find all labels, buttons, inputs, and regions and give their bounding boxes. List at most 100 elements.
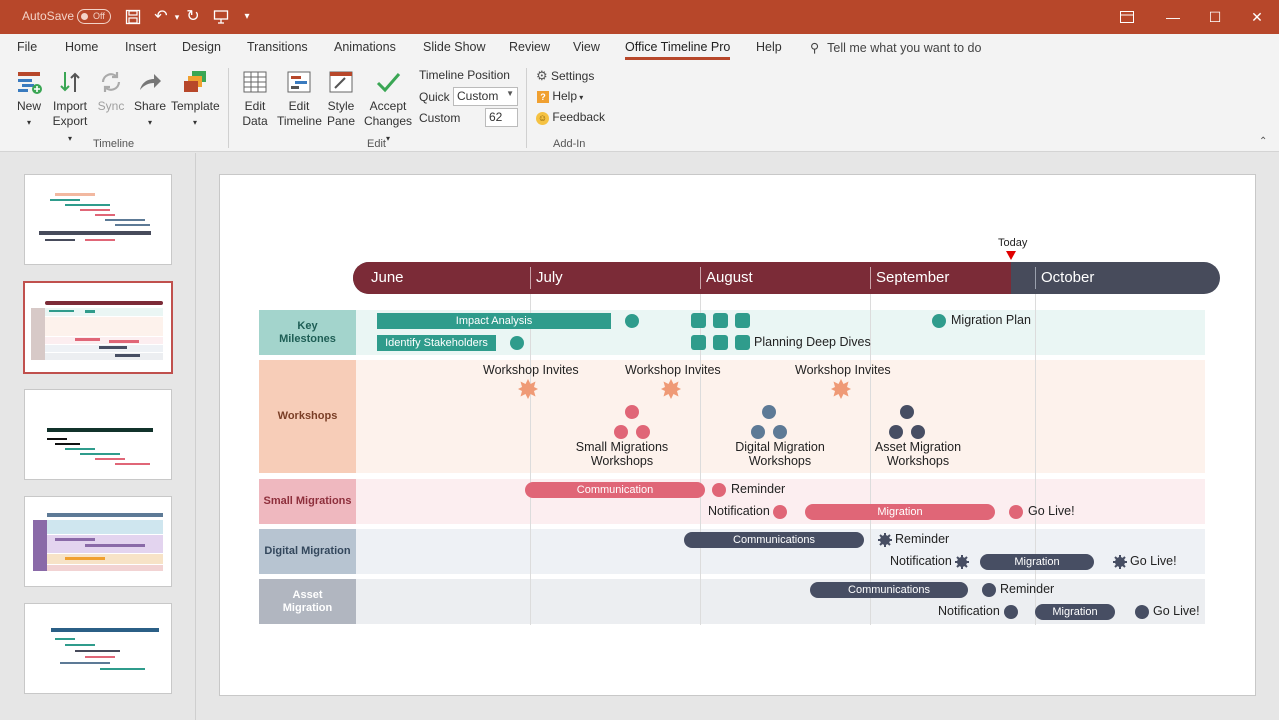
row-header-asset-migration[interactable]: Asset Migration [259,579,356,624]
tell-me-search[interactable]: ⚲ Tell me what you want to do [810,40,981,55]
row-header-key-milestones[interactable]: Key Milestones [259,310,356,355]
today-label: Today [998,237,1028,249]
tell-me-label: Tell me what you want to do [827,41,982,55]
tab-office-timeline-pro[interactable]: Office Timeline Pro [625,40,731,60]
feedback-button[interactable]: ☺ Feedback [536,110,605,125]
import-export-button[interactable]: Import Export ▾ [50,68,90,146]
help-button[interactable]: ? Help ▾ [537,89,583,103]
milestone-square[interactable] [691,313,706,328]
milestone-square[interactable] [691,335,706,350]
task-bar-migration[interactable]: Migration [980,554,1094,570]
milestone-square[interactable] [713,335,728,350]
tab-file[interactable]: File [17,40,38,54]
slide-thumbnail[interactable] [24,389,172,480]
milestone-circle[interactable] [625,314,639,328]
edit-timeline-button[interactable]: Edit Timeline [277,68,322,129]
workshop-dot[interactable] [751,425,765,439]
workshop-dot[interactable] [625,405,639,419]
quick-label: Quick [419,90,450,104]
minimize-icon[interactable]: — [1166,9,1180,25]
undo-dropdown-icon[interactable]: ▾ [174,12,180,22]
milestone-circle[interactable] [712,483,726,497]
row-header-line: Digital Migration [264,545,351,557]
sync-button[interactable]: Sync [95,68,127,114]
new-button[interactable]: New ▾ [12,68,46,130]
tab-design[interactable]: Design [182,40,221,54]
tab-review[interactable]: Review [509,40,550,54]
row-header-small-migrations[interactable]: Small Migrations [259,479,356,524]
collapse-ribbon-icon[interactable]: ⌃ [1259,136,1268,147]
milestone-circle[interactable] [1135,605,1149,619]
tab-slide-show[interactable]: Slide Show [423,40,486,54]
tab-home[interactable]: Home [65,40,99,54]
style-pane-button[interactable]: Style Pane [325,68,357,129]
tab-insert[interactable]: Insert [125,40,157,54]
milestone-square[interactable] [735,335,750,350]
workshop-dot[interactable] [636,425,650,439]
new-timeline-icon [18,72,42,94]
quick-position-select[interactable]: Custom ▼ [453,87,518,106]
style-pane-icon [329,71,353,93]
style-pane-label-2: Pane [326,114,356,128]
task-bar-migration[interactable]: Migration [805,504,995,520]
milestone-label: Notification [708,504,770,518]
tab-help[interactable]: Help [756,40,782,54]
task-bar-communications[interactable]: Communications [684,532,864,548]
row-header-workshops[interactable]: Workshops [259,360,356,473]
tab-transitions[interactable]: Transitions [247,40,308,54]
milestone-circle[interactable] [510,336,524,350]
accept-dropdown-icon: ▾ [385,134,390,143]
undo-icon[interactable]: ↶ [154,8,168,25]
burst-icon[interactable] [831,379,851,399]
workshop-dot[interactable] [900,405,914,419]
row-header-line: Migration [282,601,333,614]
milestone-circle[interactable] [932,314,946,328]
edit-data-button[interactable]: Edit Data [239,68,271,129]
tab-view[interactable]: View [573,40,600,54]
today-marker-icon[interactable] [1006,251,1016,260]
customize-qat-icon[interactable]: ▾ [244,11,250,22]
milestone-circle[interactable] [1004,605,1018,619]
slide-thumbnail[interactable] [24,174,172,265]
workshop-dot[interactable] [614,425,628,439]
slide-thumbnail-selected[interactable] [23,281,173,374]
present-icon[interactable] [210,6,232,28]
milestone-label: Go Live! [1028,504,1075,518]
maximize-icon[interactable]: ☐ [1208,9,1222,25]
custom-position-input[interactable]: 62 [485,108,518,127]
workshop-dot[interactable] [773,425,787,439]
slide-thumbnail[interactable] [24,496,172,587]
redo-icon[interactable]: ↻ [186,8,200,25]
autosave-toggle[interactable]: Off [77,9,111,24]
milestone-circle[interactable] [982,583,996,597]
milestone-square[interactable] [713,313,728,328]
workshop-dot[interactable] [889,425,903,439]
task-bar-identify-stakeholders[interactable]: Identify Stakeholders [377,335,496,351]
milestone-circle[interactable] [773,505,787,519]
task-bar-impact-analysis[interactable]: Impact Analysis [377,313,611,329]
save-icon[interactable] [122,6,144,28]
task-bar-communications[interactable]: Communications [810,582,968,598]
accept-changes-button[interactable]: Accept Changes ▾ [362,68,414,146]
slide-thumbnail[interactable] [24,603,172,694]
share-button[interactable]: Share ▾ [133,68,167,130]
milestone-square[interactable] [735,313,750,328]
milestone-circle[interactable] [1009,505,1023,519]
gear-milestone-icon[interactable] [878,533,892,547]
burst-icon[interactable] [661,379,681,399]
ribbon-display-icon[interactable] [1104,0,1150,34]
workshop-dot[interactable] [762,405,776,419]
tab-animations[interactable]: Animations [334,40,396,54]
slide-canvas[interactable]: Key Milestones Workshops Small Migrations… [219,174,1256,696]
burst-icon[interactable] [518,379,538,399]
gear-milestone-icon[interactable] [955,555,969,569]
task-bar-migration[interactable]: Migration [1035,604,1115,620]
row-header-digital-migration[interactable]: Digital Migration [259,529,356,574]
gear-milestone-icon[interactable] [1113,555,1127,569]
settings-button[interactable]: ⚙ Settings [536,68,594,84]
template-button[interactable]: Template ▾ [171,68,220,130]
sync-label: Sync [97,99,125,113]
task-bar-communication[interactable]: Communication [525,482,705,498]
workshop-dot[interactable] [911,425,925,439]
close-icon[interactable]: ✕ [1251,9,1263,25]
